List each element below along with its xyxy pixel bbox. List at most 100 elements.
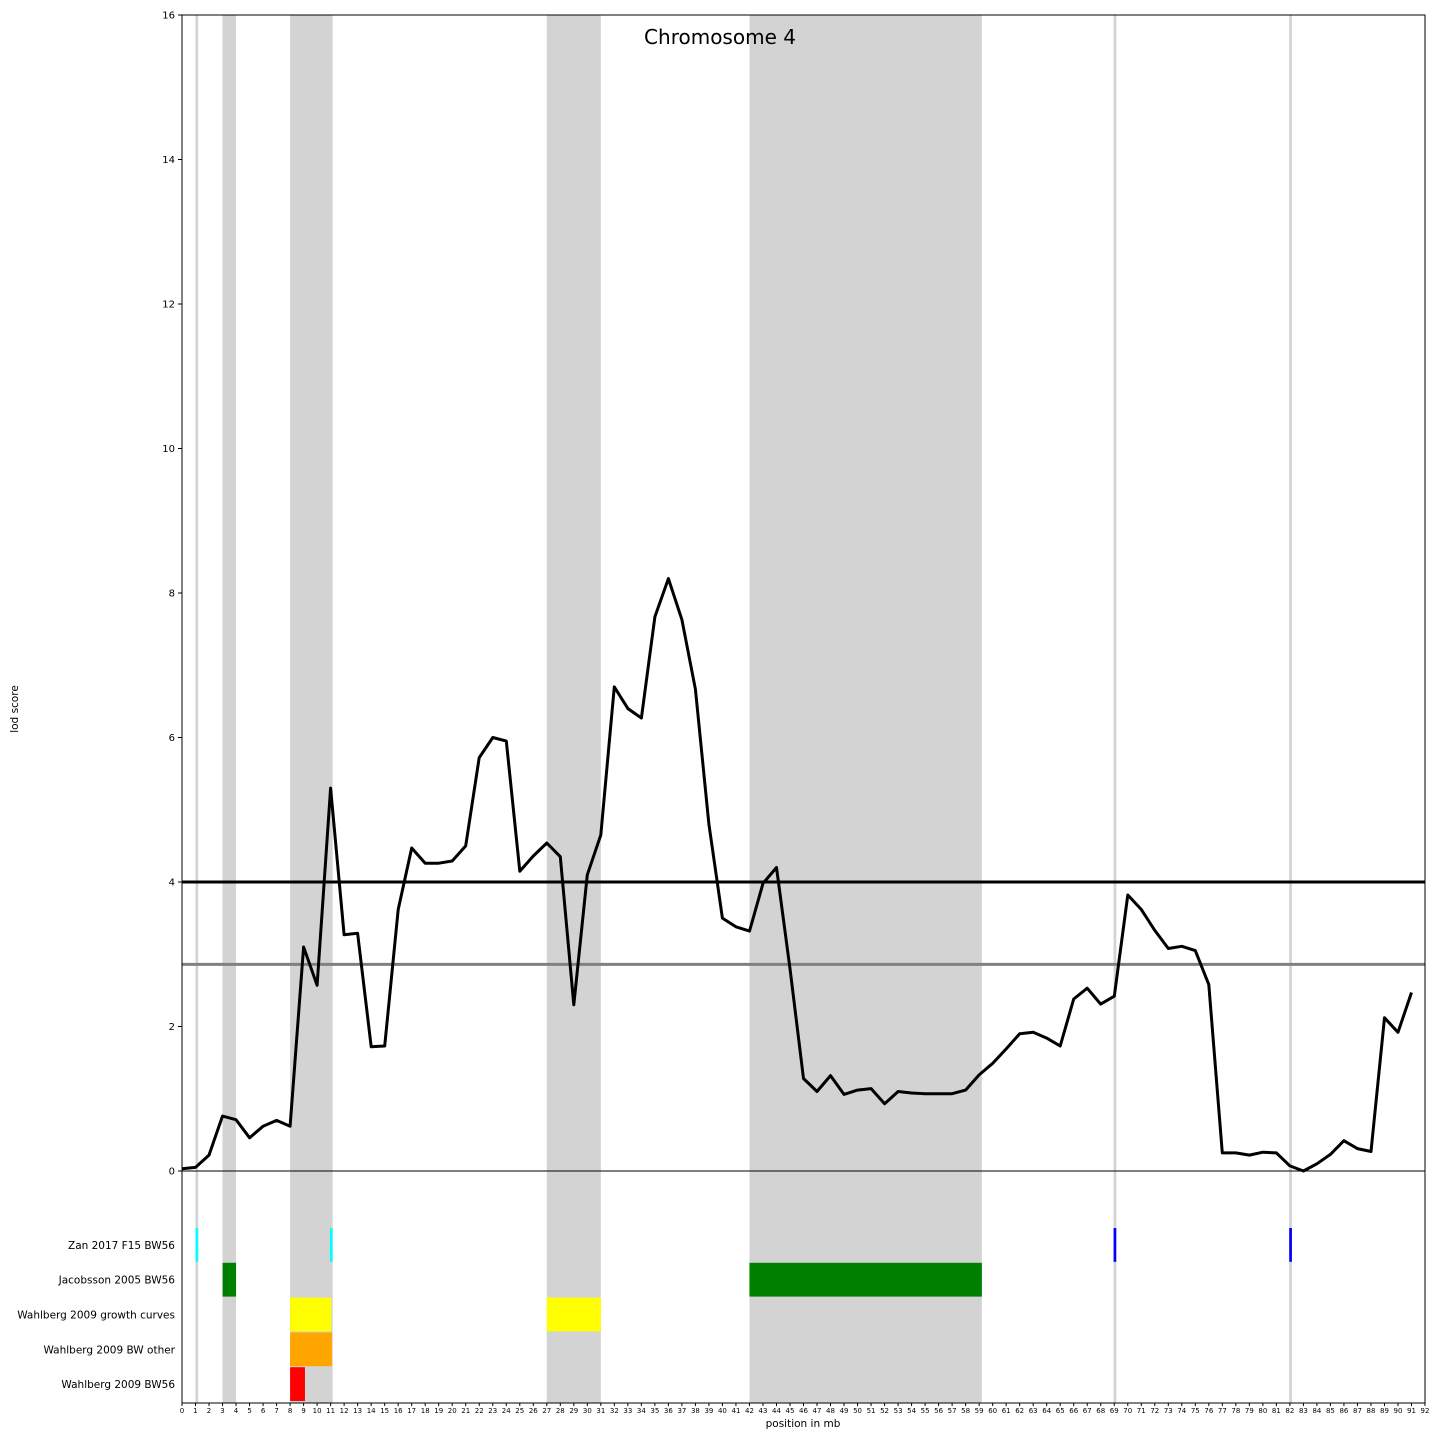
y-tick-label: 8: [169, 589, 175, 600]
shaded-region: [1113, 15, 1117, 1403]
x-tick-label: 59: [975, 1407, 984, 1415]
x-tick-label: 88: [1366, 1407, 1375, 1415]
shaded-region: [546, 15, 601, 1403]
track-interval: [1289, 1228, 1292, 1262]
y-axis-title: lod score: [9, 685, 21, 733]
x-tick-label: 48: [826, 1407, 835, 1415]
threshold-lines: [182, 880, 1425, 966]
x-tick-label: 49: [840, 1407, 849, 1415]
x-tick-label: 62: [1015, 1407, 1024, 1415]
shaded-region: [195, 15, 199, 1403]
x-tick-label: 7: [274, 1407, 278, 1415]
track-interval: [222, 1262, 237, 1297]
x-tick-label: 26: [529, 1407, 538, 1415]
x-tick-label: 91: [1407, 1407, 1416, 1415]
x-tick-label: 37: [677, 1407, 686, 1415]
x-tick-label: 85: [1326, 1407, 1335, 1415]
x-tick-label: 27: [542, 1407, 551, 1415]
x-tick-label: 55: [921, 1407, 930, 1415]
lod-curve: [181, 577, 1413, 1173]
x-tick-label: 84: [1312, 1407, 1321, 1415]
x-tick-label: 4: [234, 1407, 239, 1415]
x-tick-label: 23: [488, 1407, 497, 1415]
x-tick-label: 3: [220, 1407, 224, 1415]
x-tick-label: 58: [961, 1407, 970, 1415]
x-tick-label: 67: [1083, 1407, 1092, 1415]
x-tick-label: 64: [1042, 1407, 1051, 1415]
x-tick-label: 30: [583, 1407, 592, 1415]
x-tick-label: 87: [1353, 1407, 1362, 1415]
x-tick-label: 43: [759, 1407, 768, 1415]
x-tick-label: 63: [1029, 1407, 1038, 1415]
x-tick-label: 82: [1285, 1407, 1294, 1415]
x-tick-label: 77: [1218, 1407, 1227, 1415]
track-label: Zan 2017 F15 BW56: [68, 1240, 175, 1252]
x-tick-label: 25: [515, 1407, 524, 1415]
track-interval: [290, 1297, 332, 1332]
annotation-tracks: Zan 2017 F15 BW56 Jacobsson 2005 BW56 Wahl…: [17, 1228, 1292, 1401]
x-tick-label: 75: [1191, 1407, 1200, 1415]
shaded-region: [1289, 15, 1292, 1403]
chart-title: Chromosome 4: [644, 25, 796, 49]
y-tick-label: 6: [169, 733, 175, 744]
x-tick-label: 6: [261, 1407, 266, 1415]
x-tick-label: 89: [1380, 1407, 1389, 1415]
x-tick-label: 2: [207, 1407, 211, 1415]
x-tick-label: 8: [288, 1407, 292, 1415]
x-tick-label: 69: [1110, 1407, 1119, 1415]
shaded-region: [749, 15, 982, 1403]
track-interval: [749, 1262, 982, 1297]
track-interval: [1113, 1228, 1117, 1262]
x-tick-label: 32: [610, 1407, 619, 1415]
y-tick-label: 14: [162, 155, 175, 166]
x-tick-label: 41: [731, 1407, 740, 1415]
track-label: Wahlberg 2009 BW other: [43, 1344, 175, 1356]
x-tick-label: 19: [434, 1407, 443, 1415]
x-tick-label: 39: [704, 1407, 713, 1415]
x-tick-label: 34: [637, 1407, 646, 1415]
x-tick-label: 36: [664, 1407, 673, 1415]
series-line: [181, 577, 1413, 1173]
x-tick-label: 29: [569, 1407, 578, 1415]
x-tick-label: 90: [1394, 1407, 1403, 1415]
x-tick-label: 38: [691, 1407, 700, 1415]
x-tick-label: 80: [1258, 1407, 1267, 1415]
track-interval: [290, 1367, 305, 1401]
x-tick-label: 22: [475, 1407, 484, 1415]
x-tick-label: 46: [799, 1407, 808, 1415]
x-tick-label: 45: [786, 1407, 795, 1415]
x-tick-label: 66: [1069, 1407, 1078, 1415]
x-tick-label: 9: [301, 1407, 305, 1415]
x-tick-label: 11: [326, 1407, 335, 1415]
x-tick-label: 78: [1231, 1407, 1240, 1415]
track-interval: [329, 1228, 333, 1262]
x-tick-label: 40: [718, 1407, 727, 1415]
shaded-regions: [195, 15, 1292, 1403]
x-tick-label: 73: [1164, 1407, 1173, 1415]
x-tick-label: 24: [502, 1407, 511, 1415]
x-tick-label: 65: [1056, 1407, 1065, 1415]
track-interval: [290, 1332, 332, 1367]
x-tick-label: 13: [353, 1407, 362, 1415]
y-tick-label: 2: [169, 1022, 175, 1033]
x-tick-label: 47: [813, 1407, 822, 1415]
x-tick-label: 83: [1299, 1407, 1308, 1415]
shaded-region: [290, 15, 333, 1403]
x-tick-label: 31: [596, 1407, 605, 1415]
x-tick-label: 28: [556, 1407, 565, 1415]
x-tick-label: 72: [1150, 1407, 1159, 1415]
track-interval: [195, 1228, 199, 1262]
x-tick-label: 35: [650, 1407, 659, 1415]
x-tick-label: 15: [380, 1407, 389, 1415]
x-tick-label: 16: [394, 1407, 403, 1415]
x-tick-label: 14: [367, 1407, 376, 1415]
x-axis-title: position in mb: [766, 1418, 841, 1430]
track-label: Wahlberg 2009 BW56: [61, 1379, 175, 1391]
x-tick-label: 60: [988, 1407, 997, 1415]
x-tick-label: 61: [1002, 1407, 1011, 1415]
x-tick-label: 20: [448, 1407, 457, 1415]
x-tick-label: 1: [193, 1407, 197, 1415]
track-interval: [546, 1297, 601, 1332]
